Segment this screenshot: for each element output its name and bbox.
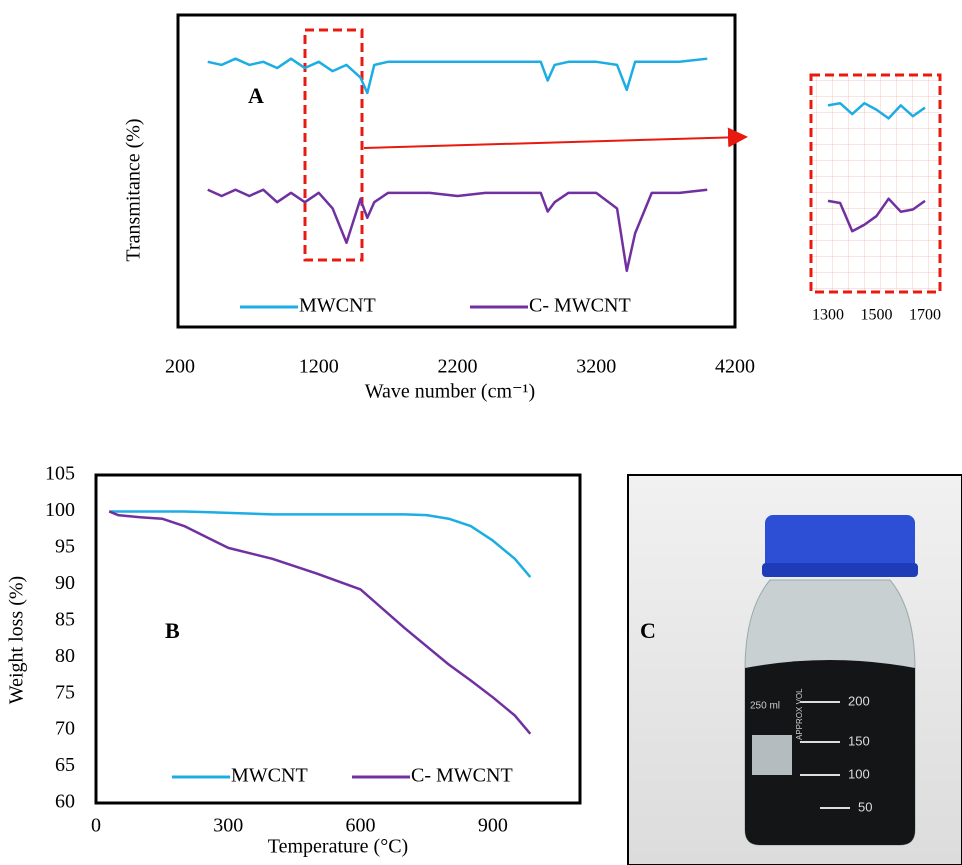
data-line bbox=[109, 510, 532, 578]
legend-label: MWCNT bbox=[231, 765, 308, 787]
x-tick-label: 2200 bbox=[438, 356, 478, 378]
x-tick-label: 4200 bbox=[715, 356, 755, 378]
photo: 200 150 100 50 250 ml APPROX VOL C bbox=[627, 474, 962, 865]
y-tick-label: 85 bbox=[55, 608, 75, 630]
inset-grid bbox=[811, 75, 940, 292]
x-tick-label: 1500 bbox=[861, 307, 893, 324]
legend-label: C- MWCNT bbox=[529, 295, 631, 317]
plot-frame bbox=[176, 13, 737, 329]
graduation-label: 50 bbox=[858, 799, 872, 814]
x-tick-label: 200 bbox=[165, 356, 195, 378]
x-axis-label: Wave number (cm⁻¹) bbox=[365, 381, 535, 403]
y-tick-label: 95 bbox=[55, 535, 75, 557]
data-line bbox=[207, 188, 708, 273]
x-tick-label: 600 bbox=[346, 815, 376, 837]
x-tick-label: 1300 bbox=[812, 307, 844, 324]
zoom-box bbox=[303, 28, 364, 262]
inset-frame bbox=[809, 73, 942, 294]
x-tick-label: 0 bbox=[91, 815, 101, 837]
x-tick-label: 900 bbox=[478, 815, 508, 837]
data-line bbox=[827, 101, 926, 120]
data-line bbox=[108, 510, 532, 735]
bottle-text: APPROX VOL bbox=[795, 688, 804, 740]
panel-label: B bbox=[165, 618, 180, 643]
y-tick-label: 70 bbox=[55, 718, 75, 740]
x-tick-label: 300 bbox=[213, 815, 243, 837]
y-tick-label: 105 bbox=[45, 463, 75, 485]
y-tick-label: 60 bbox=[55, 791, 75, 813]
legend-label: C- MWCNT bbox=[411, 765, 513, 787]
bottle-liquid bbox=[745, 660, 915, 845]
panel-label: C bbox=[640, 618, 656, 643]
x-tick-label: 1200 bbox=[299, 356, 339, 378]
y-axis-label: Transmitance (%) bbox=[123, 118, 145, 261]
x-tick-label: 1700 bbox=[909, 307, 941, 324]
graduation-label: 200 bbox=[848, 693, 870, 708]
x-tick-label: 3200 bbox=[576, 356, 616, 378]
panel-label: A bbox=[248, 83, 264, 108]
plot-frame bbox=[94, 473, 582, 805]
x-axis-label: Temperature (°C) bbox=[268, 836, 408, 858]
y-tick-label: 90 bbox=[55, 572, 75, 594]
y-tick-label: 80 bbox=[55, 645, 75, 667]
y-tick-label: 75 bbox=[55, 681, 75, 703]
bottle-text: 250 ml bbox=[750, 701, 780, 712]
bottle-cap bbox=[765, 515, 915, 573]
y-tick-label: 100 bbox=[45, 499, 75, 521]
cap-ring bbox=[762, 563, 918, 577]
graduation-label: 100 bbox=[848, 766, 870, 781]
zoom-arrow bbox=[363, 127, 748, 149]
legend-label: MWCNT bbox=[299, 295, 376, 317]
graduation-label: 150 bbox=[848, 733, 870, 748]
y-axis-label: Weight loss (%) bbox=[6, 576, 28, 704]
data-line bbox=[827, 197, 926, 233]
data-line bbox=[207, 57, 708, 95]
y-tick-label: 65 bbox=[55, 754, 75, 776]
bottle-label bbox=[752, 735, 792, 775]
